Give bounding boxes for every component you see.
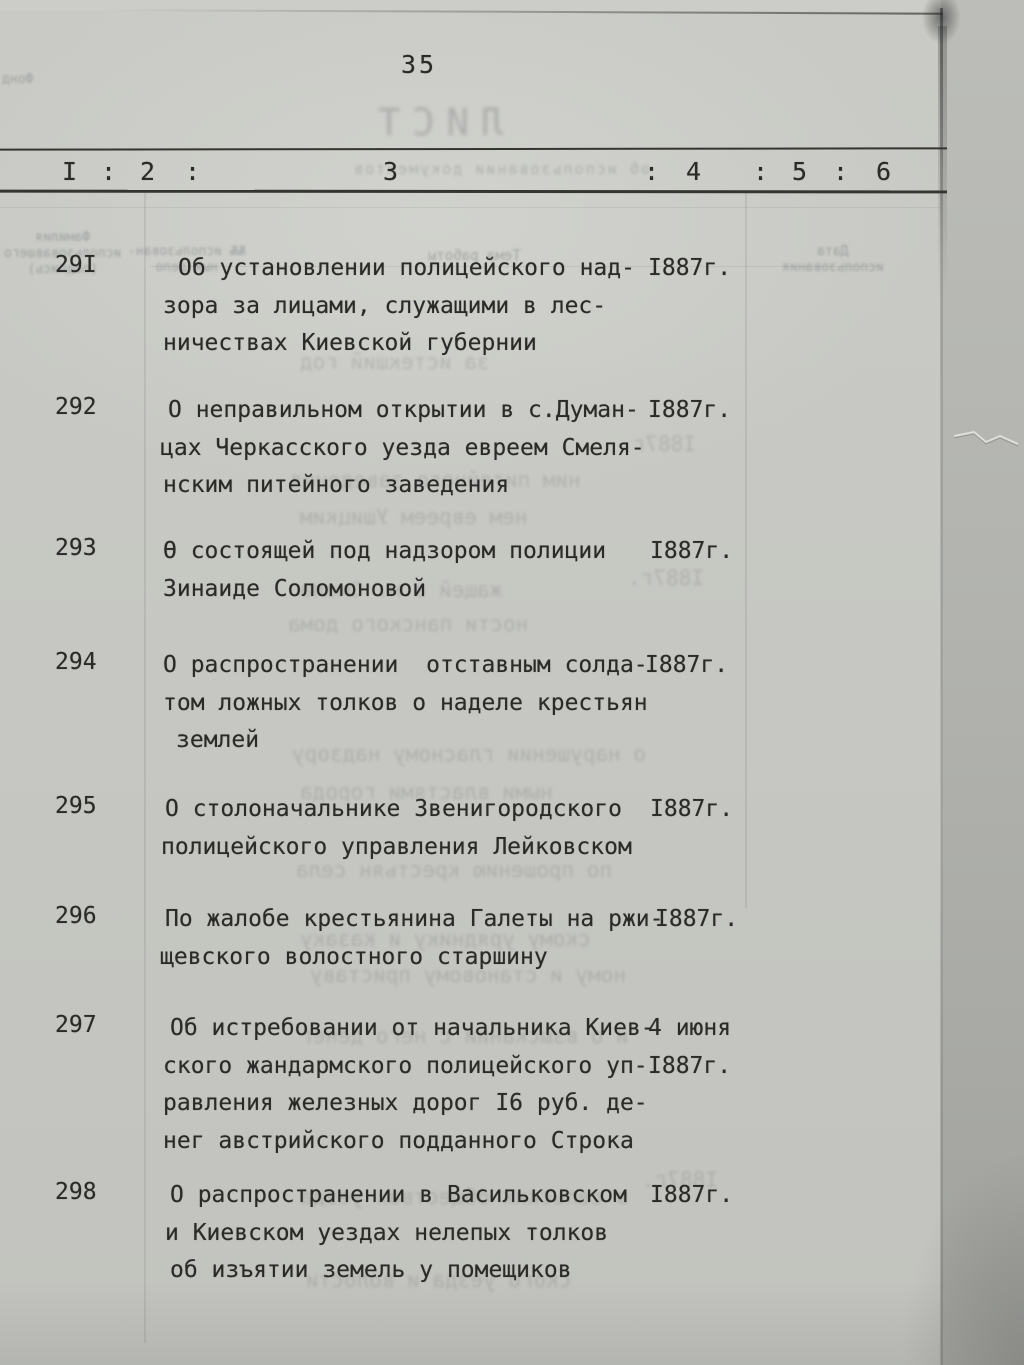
column-number-2: 2 <box>140 157 156 186</box>
bleedthrough-line: ности панского дома <box>288 612 529 636</box>
entry-description: По жалобе крестьянина Галеты на ржи- щев… <box>160 906 664 970</box>
entry-number: 295 <box>55 793 97 819</box>
bleedthrough-title: ЛИСТ <box>366 101 504 144</box>
column-separator: : <box>753 157 769 186</box>
entry-description: Об установлении полицейского над- зора з… <box>163 255 635 356</box>
bleedthrough-line: нем евреем Ушицким <box>300 505 528 529</box>
column-number-5: 5 <box>792 157 808 186</box>
column-separator: : <box>833 157 849 186</box>
entry-number: 29I <box>55 252 97 278</box>
entry-date: I887г. <box>650 538 734 564</box>
entry-description: Ө состоящей под надзором полиции Зинаиде… <box>163 538 607 602</box>
entry-number: 294 <box>55 649 97 675</box>
edge-shadow <box>938 26 947 296</box>
entry-description: О распространении в Васильковском и Киев… <box>165 1182 627 1283</box>
crease-mark <box>953 430 1019 447</box>
column-number-6: 6 <box>876 157 892 186</box>
upper-sheet-sliver <box>0 0 941 11</box>
entry-description: О столоначальнике Звенигородского полице… <box>161 796 632 860</box>
ghost-row-line <box>150 266 878 267</box>
entry-number: 296 <box>55 903 97 929</box>
underlying-sheet <box>941 0 1024 1365</box>
main-sheet <box>0 0 941 1365</box>
entry-date: I887г. <box>650 1182 734 1208</box>
entry-date: 4 июня I887г. <box>648 1015 732 1079</box>
column-separator: : <box>185 157 201 186</box>
column-number-4: 4 <box>686 157 702 186</box>
entry-date: I887г. <box>648 255 732 281</box>
bottom-shading <box>0 1280 941 1365</box>
curled-corner-mark <box>922 0 962 46</box>
sheet-right-edge <box>940 8 943 1365</box>
entry-description: Об истребовании от начальника Киев- ског… <box>163 1015 655 1154</box>
entry-number: 297 <box>55 1012 97 1038</box>
ghost-column-line <box>745 193 747 908</box>
page-number: 35 <box>401 50 438 79</box>
bleedthrough-caption: Дата использования <box>782 244 884 275</box>
column-number-3: 3 <box>383 157 399 186</box>
bleedthrough-stamp: Фонд <box>2 72 34 87</box>
entry-description: О распространении отставным солда- том л… <box>163 652 648 753</box>
column-separator: : <box>101 157 117 186</box>
entry-date: I887г. <box>655 906 739 932</box>
entry-date: I887г. <box>648 397 732 423</box>
entry-number: 293 <box>55 535 97 561</box>
column-number-1: I <box>62 157 78 186</box>
entry-date: I887г. <box>650 796 734 822</box>
entry-description: О неправильном открытии в с.Думан- цах Ч… <box>160 397 645 498</box>
entry-number: 292 <box>55 394 97 420</box>
ghost-column-line <box>144 193 146 1343</box>
column-separator: : <box>644 157 660 186</box>
underlying-sheet-shadow <box>900 1150 1024 1365</box>
entry-date: I887г. <box>645 652 729 678</box>
ghost-row-line <box>0 207 940 208</box>
entry-number: 298 <box>55 1179 97 1205</box>
